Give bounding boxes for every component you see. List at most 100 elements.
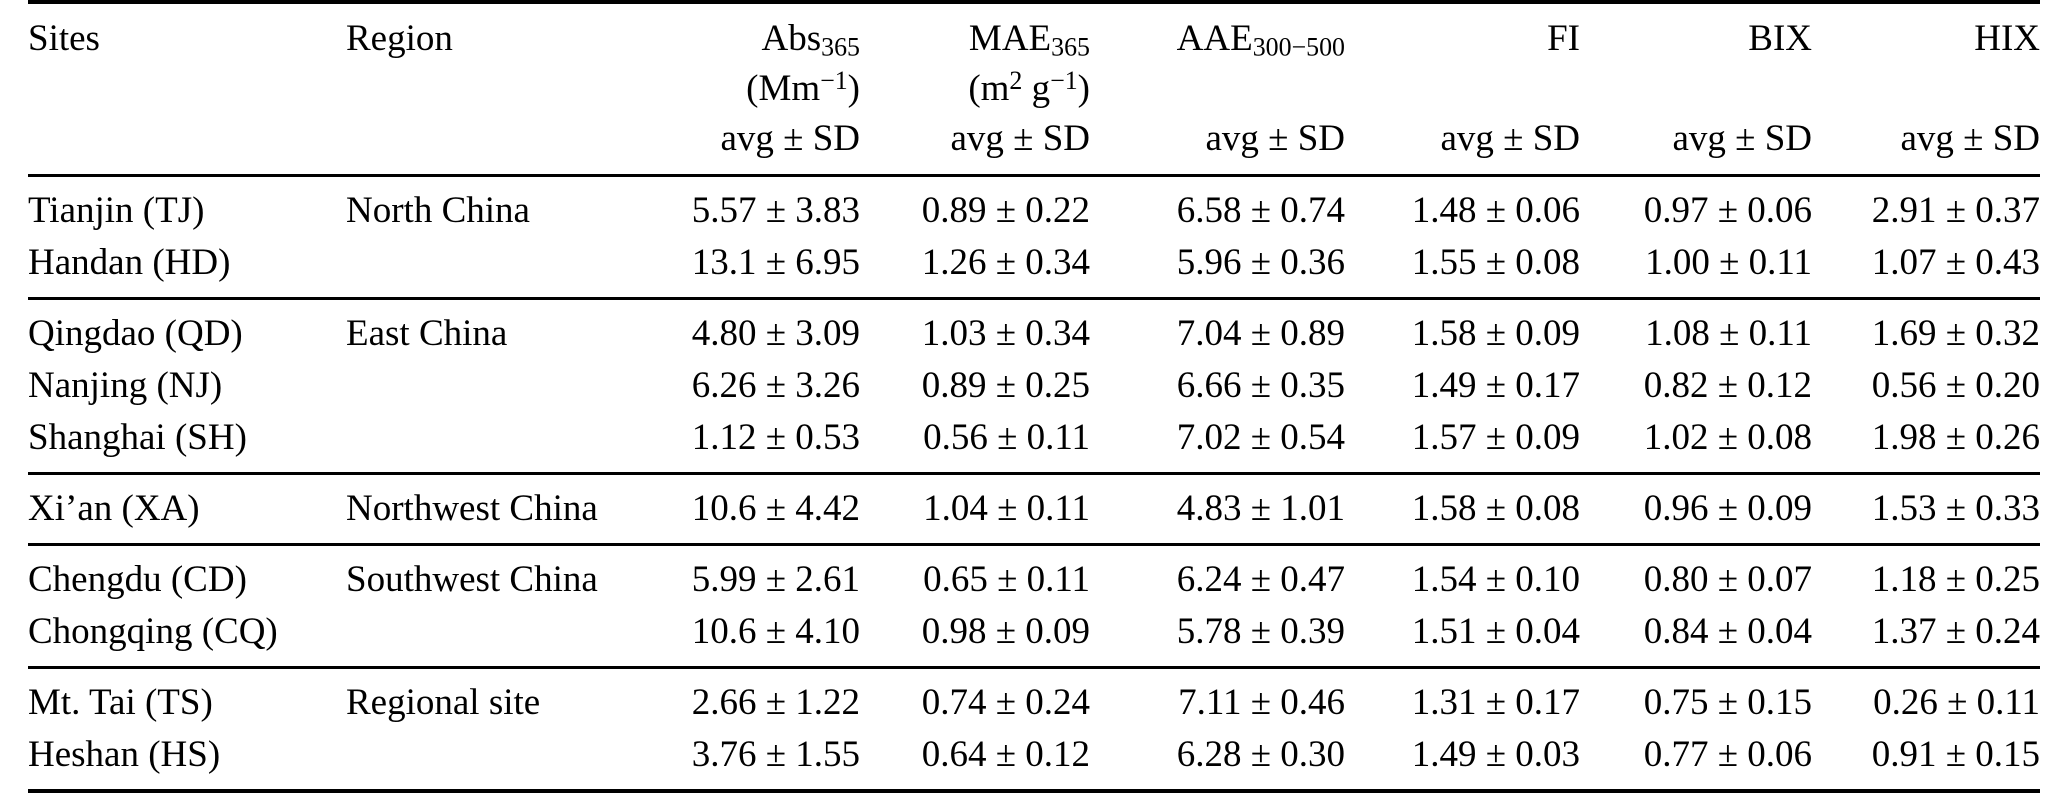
value-cell-fi: 1.31 ± 0.17	[1411, 682, 1580, 723]
header-fi: FI avg ± SD	[1345, 2, 1580, 176]
value-cell-abs365: 4.80 ± 3.09	[691, 313, 860, 354]
region-group: Xi’an (XA) Northwest China 10.6 ± 4.42 1.04…	[28, 473, 2040, 545]
value-cell-aae300-500: 6.28 ± 0.30	[1176, 734, 1345, 775]
header-label-hix: HIX	[1974, 18, 2040, 59]
header-bix: BIX avg ± SD	[1580, 2, 1812, 176]
header-unit-aae300-500	[1090, 64, 1345, 114]
value-cell-hix: 2.91 ± 0.37	[1871, 190, 2040, 231]
value-cell-fi: 1.58 ± 0.09	[1411, 313, 1580, 354]
value-cell-hix: 1.98 ± 0.26	[1871, 417, 2040, 458]
table-row: Chongqing (CQ) 10.6 ± 4.10 0.98 ± 0.09 5.78…	[28, 606, 2040, 668]
value-cell-bix: 0.84 ± 0.04	[1643, 611, 1812, 652]
table-row: Xi’an (XA) Northwest China 10.6 ± 4.42 1.04…	[28, 474, 2040, 545]
region-cell: Northwest China	[346, 488, 598, 529]
value-cell-mae365: 0.89 ± 0.22	[921, 190, 1090, 231]
header-stat-bix: avg ± SD	[1672, 118, 1812, 159]
value-cell-aae300-500: 4.83 ± 1.01	[1176, 488, 1345, 529]
site-cell: Shanghai (SH)	[28, 417, 247, 458]
header-label-mae365: MAE365	[968, 18, 1090, 62]
value-cell-bix: 0.96 ± 0.09	[1643, 488, 1812, 529]
header-mae365: MAE365 (m2 g−1) avg ± SD	[860, 2, 1090, 176]
site-cell: Heshan (HS)	[28, 734, 221, 775]
value-cell-abs365: 6.26 ± 3.26	[691, 365, 860, 406]
value-cell-abs365: 10.6 ± 4.42	[691, 488, 860, 529]
header-stat-abs365: avg ± SD	[720, 118, 860, 159]
value-cell-mae365: 0.64 ± 0.12	[921, 734, 1090, 775]
header-label-abs365: Abs365	[761, 18, 860, 62]
value-cell-abs365: 5.99 ± 2.61	[691, 559, 860, 600]
value-cell-hix: 0.26 ± 0.11	[1873, 682, 2040, 723]
header-unit-mae365: (m2 g−1)	[968, 66, 1090, 109]
site-cell: Chongqing (CQ)	[28, 611, 278, 652]
value-cell-aae300-500: 6.66 ± 0.35	[1176, 365, 1345, 406]
header-label-fi: FI	[1547, 18, 1580, 59]
header-stat-fi: avg ± SD	[1440, 118, 1580, 159]
site-cell: Nanjing (NJ)	[28, 365, 223, 406]
value-cell-fi: 1.57 ± 0.09	[1411, 417, 1580, 458]
site-cell: Tianjin (TJ)	[28, 190, 205, 231]
table-row: Mt. Tai (TS) Regional site 2.66 ± 1.22 0.74…	[28, 668, 2040, 730]
value-cell-bix: 1.00 ± 0.11	[1645, 242, 1812, 283]
value-cell-bix: 0.97 ± 0.06	[1643, 190, 1812, 231]
region-group: Tianjin (TJ) North China 5.57 ± 3.83 0.89 ±…	[28, 175, 2040, 299]
header-unit-hix	[1812, 64, 2040, 114]
header-hix: HIX avg ± SD	[1812, 2, 2040, 176]
value-cell-hix: 0.56 ± 0.20	[1871, 365, 2040, 406]
region-group: Qingdao (QD) East China 4.80 ± 3.09 1.03 ± …	[28, 298, 2040, 474]
value-cell-fi: 1.55 ± 0.08	[1411, 242, 1580, 283]
value-cell-mae365: 0.98 ± 0.09	[921, 611, 1090, 652]
value-cell-hix: 1.69 ± 0.32	[1871, 313, 2040, 354]
region-cell: Southwest China	[346, 559, 598, 600]
value-cell-hix: 1.53 ± 0.33	[1871, 488, 2040, 529]
value-cell-aae300-500: 5.78 ± 0.39	[1176, 611, 1345, 652]
table-row: Heshan (HS) 3.76 ± 1.55 0.64 ± 0.12 6.28 ± …	[28, 729, 2040, 791]
value-cell-aae300-500: 7.02 ± 0.54	[1176, 417, 1345, 458]
value-cell-hix: 0.91 ± 0.15	[1871, 734, 2040, 775]
value-cell-fi: 1.48 ± 0.06	[1411, 190, 1580, 231]
value-cell-aae300-500: 6.58 ± 0.74	[1176, 190, 1345, 231]
header-stat-aae300-500: avg ± SD	[1205, 118, 1345, 159]
header-abs365: Abs365 (Mm−1) avg ± SD	[636, 2, 860, 176]
value-cell-fi: 1.58 ± 0.08	[1411, 488, 1580, 529]
value-cell-aae300-500: 7.04 ± 0.89	[1176, 313, 1345, 354]
table-row: Tianjin (TJ) North China 5.57 ± 3.83 0.89 ±…	[28, 176, 2040, 238]
value-cell-fi: 1.51 ± 0.04	[1411, 611, 1580, 652]
value-cell-bix: 1.08 ± 0.11	[1645, 313, 1812, 354]
value-cell-fi: 1.49 ± 0.17	[1411, 365, 1580, 406]
header-unit-bix	[1580, 64, 1812, 114]
value-cell-aae300-500: 6.24 ± 0.47	[1176, 559, 1345, 600]
value-cell-fi: 1.49 ± 0.03	[1411, 734, 1580, 775]
region-cell: North China	[346, 190, 530, 231]
table-header: Sites Region Abs365 (Mm−1) avg ± SD MAE365 (m2…	[28, 2, 2040, 176]
value-cell-mae365: 0.89 ± 0.25	[921, 365, 1090, 406]
value-cell-bix: 0.80 ± 0.07	[1643, 559, 1812, 600]
header-unit-abs365: (Mm−1)	[746, 66, 860, 109]
region-group: Mt. Tai (TS) Regional site 2.66 ± 1.22 0.74…	[28, 667, 2040, 792]
value-cell-abs365: 10.6 ± 4.10	[691, 611, 860, 652]
value-cell-mae365: 1.03 ± 0.34	[921, 313, 1090, 354]
header-label-bix: BIX	[1748, 18, 1812, 59]
region-cell: East China	[346, 313, 508, 354]
site-cell: Handan (HD)	[28, 242, 231, 283]
value-cell-mae365: 0.65 ± 0.11	[923, 559, 1090, 600]
table-row: Handan (HD) 13.1 ± 6.95 1.26 ± 0.34 5.96 ± …	[28, 237, 2040, 299]
region-cell: Regional site	[346, 682, 541, 723]
value-cell-mae365: 1.04 ± 0.11	[923, 488, 1090, 529]
value-cell-fi: 1.54 ± 0.10	[1411, 559, 1580, 600]
site-cell: Xi’an (XA)	[28, 488, 200, 529]
value-cell-hix: 1.37 ± 0.24	[1871, 611, 2040, 652]
value-cell-mae365: 0.74 ± 0.24	[921, 682, 1090, 723]
header-stat-hix: avg ± SD	[1900, 118, 2040, 159]
value-cell-abs365: 5.57 ± 3.83	[691, 190, 860, 231]
table-row: Shanghai (SH) 1.12 ± 0.53 0.56 ± 0.11 7.02 …	[28, 412, 2040, 474]
header-label-sites: Sites	[28, 18, 100, 59]
value-cell-aae300-500: 7.11 ± 0.46	[1178, 682, 1345, 723]
site-cell: Mt. Tai (TS)	[28, 682, 213, 723]
site-cell: Qingdao (QD)	[28, 313, 243, 354]
value-cell-abs365: 2.66 ± 1.22	[691, 682, 860, 723]
table-row: Chengdu (CD) Southwest China 5.99 ± 2.61 0.…	[28, 545, 2040, 607]
measurement-table: Sites Region Abs365 (Mm−1) avg ± SD MAE365 (m2…	[28, 0, 2040, 793]
header-region: Region	[346, 2, 636, 176]
value-cell-bix: 0.82 ± 0.12	[1643, 365, 1812, 406]
